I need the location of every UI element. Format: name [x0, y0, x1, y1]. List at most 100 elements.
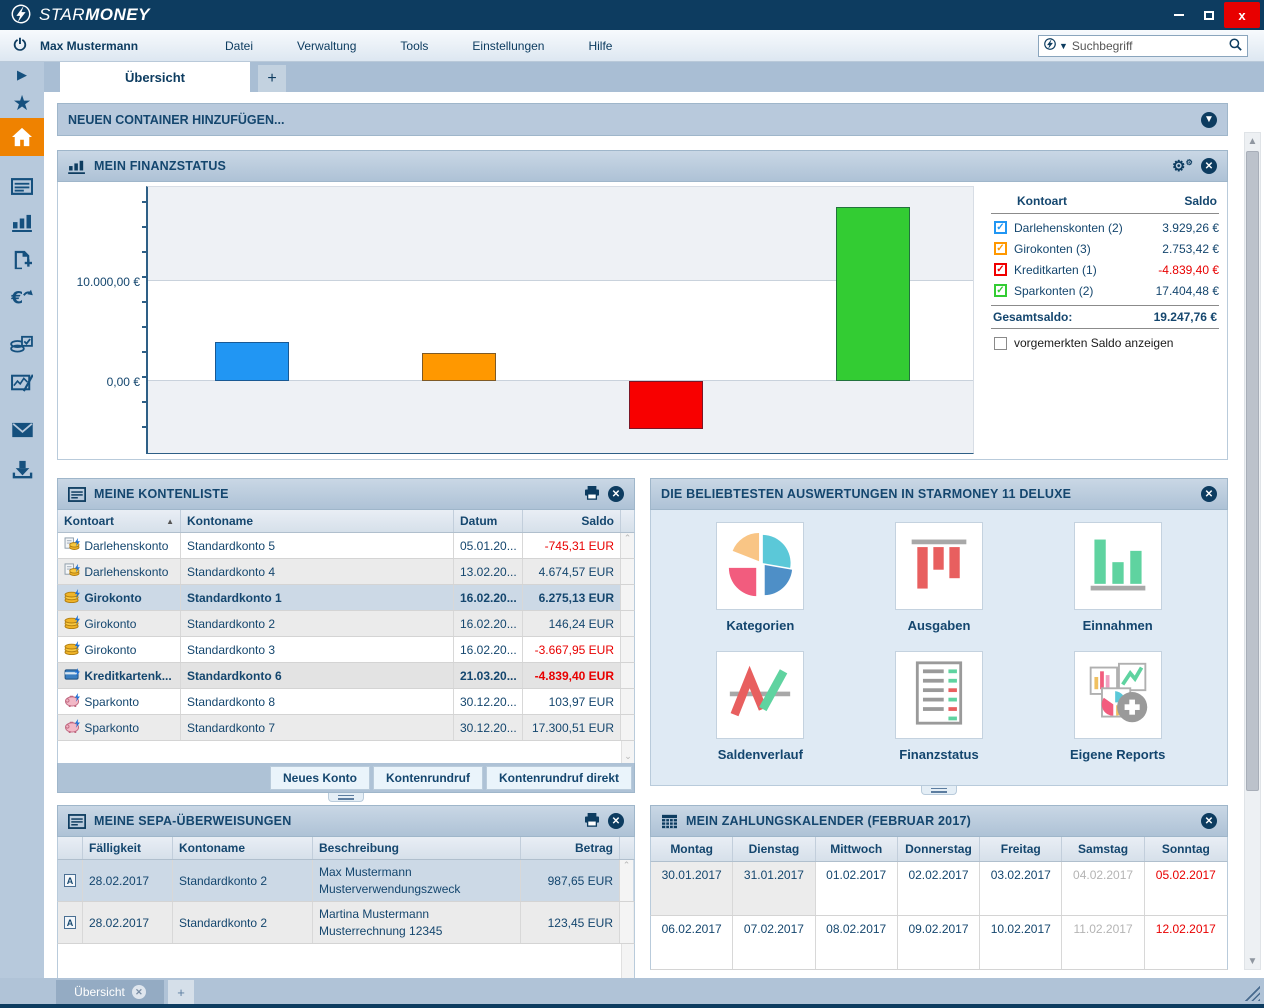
calendar-day[interactable]: 03.02.2017 — [980, 862, 1063, 915]
checkbox-sparkonten[interactable]: ✓ — [994, 284, 1007, 297]
calendar-day[interactable]: 10.02.2017 — [980, 916, 1063, 969]
bottom-tab-add-button[interactable]: + — [168, 980, 194, 1004]
calendar-day[interactable]: 11.02.2017 — [1062, 916, 1145, 969]
calendar-day[interactable]: 05.02.2017 — [1155, 868, 1216, 882]
table-scrollbar-down[interactable]: ⌄ — [621, 741, 634, 763]
checkbox-darlehenskonten[interactable]: ✓ — [994, 221, 1007, 234]
search-scope-icon[interactable] — [1043, 37, 1057, 54]
sidebar-item-transfer[interactable]: € — [0, 281, 44, 313]
sidebar-item-new-order[interactable] — [0, 244, 44, 276]
tile-eigene-reports[interactable]: Eigene Reports — [1028, 650, 1207, 780]
search-input[interactable] — [1071, 38, 1228, 53]
search-icon[interactable] — [1228, 37, 1243, 55]
tab-add-button[interactable]: + — [258, 65, 286, 92]
chart-bar-darlehenskonten[interactable] — [214, 341, 289, 381]
favorites-icon[interactable]: ★ — [12, 91, 32, 115]
scrollbar-thumb[interactable] — [1246, 151, 1259, 791]
bottom-tab-close-icon[interactable]: ✕ — [131, 985, 146, 999]
menu-verwaltung[interactable]: Verwaltung — [297, 38, 357, 53]
close-button[interactable]: x — [1224, 2, 1260, 28]
sidebar-item-home[interactable] — [0, 118, 44, 156]
auswertungen-close-icon[interactable]: ✕ — [1201, 486, 1217, 502]
tab-uebersicht[interactable]: Übersicht — [60, 62, 250, 92]
table-row[interactable]: Girokonto Standardkonto 3 16.02.20... -3… — [57, 637, 635, 663]
sidebar-item-accountlist[interactable] — [0, 170, 44, 202]
bottom-tab-uebersicht[interactable]: Übersicht ✕ — [56, 980, 164, 1004]
finanzstatus-header[interactable]: MEIN FINANZSTATUS ⚙⚙ ✕ — [57, 150, 1228, 182]
sidebar-item-messages[interactable] — [0, 414, 44, 446]
sidebar-item-balance-check[interactable] — [0, 328, 44, 360]
tile-ausgaben[interactable]: Ausgaben — [850, 522, 1029, 651]
table-row[interactable]: Darlehenskonto Standardkonto 4 13.02.20.… — [57, 559, 635, 585]
scroll-down-icon[interactable]: ▼ — [1247, 955, 1258, 967]
table-row[interactable]: Sparkonto Standardkonto 8 30.12.20... 10… — [57, 689, 635, 715]
kalender-close-icon[interactable]: ✕ — [1201, 813, 1217, 829]
table-scrollbar[interactable]: ⌃ — [621, 533, 634, 558]
kontenliste-columns[interactable]: Kontoart ▲ Kontoname Datum Saldo — [57, 510, 635, 533]
menu-tools[interactable]: Tools — [400, 38, 429, 53]
table-row[interactable]: Girokonto Standardkonto 2 16.02.20... 14… — [57, 611, 635, 637]
table-row[interactable]: A 28.02.2017 Standardkonto 2 Martina Mus… — [57, 902, 635, 944]
calendar-day[interactable]: 31.01.2017 — [733, 862, 816, 915]
sepa-header[interactable]: MEINE SEPA-ÜBERWEISUNGEN ✕ — [57, 805, 635, 837]
sidebar-item-analysis[interactable] — [0, 366, 44, 398]
tile-kategorien[interactable]: Kategorien — [671, 522, 850, 651]
search-box[interactable]: ▼ — [1038, 34, 1248, 57]
chevron-down-icon[interactable]: ▼ — [1201, 111, 1217, 128]
panel-drag-handle[interactable] — [921, 786, 957, 795]
print-icon[interactable] — [584, 812, 600, 830]
kalender-header[interactable]: MEIN ZAHLUNGSKALENDER (FEBRUAR 2017) ✕ — [650, 805, 1228, 837]
table-row[interactable]: Darlehenskonto Standardkonto 5 05.01.20.… — [57, 533, 635, 559]
kontenliste-header[interactable]: MEINE KONTENLISTE ✕ — [57, 478, 635, 510]
calendar-day[interactable]: 01.02.2017 — [816, 862, 898, 915]
kontenrundruf-button[interactable]: Kontenrundruf — [373, 765, 483, 790]
checkbox-girokonten[interactable]: ✓ — [994, 242, 1007, 255]
tile-saldenverlauf[interactable]: Saldenverlauf — [671, 650, 850, 780]
sidebar-item-charts[interactable] — [0, 207, 44, 239]
tile-einnahmen[interactable]: Einnahmen — [1028, 522, 1207, 651]
tile-finanzstatus[interactable]: Finanzstatus — [850, 650, 1029, 780]
menu-datei[interactable]: Datei — [225, 38, 254, 53]
minimize-button[interactable] — [1164, 3, 1194, 27]
calendar-day[interactable]: 12.02.2017 — [1155, 922, 1216, 936]
current-user[interactable]: Max Mustermann — [40, 38, 139, 53]
auswertungen-header[interactable]: DIE BELIEBTESTEN AUSWERTUNGEN IN STARMON… — [650, 478, 1228, 510]
chart-bar-girokonten[interactable] — [421, 353, 496, 381]
sepa-columns[interactable]: Fälligkeit Kontoname Beschreibung Betrag — [57, 837, 635, 860]
calendar-day[interactable]: 02.02.2017 — [898, 862, 981, 915]
checkbox-kreditkarten[interactable]: ✓ — [994, 263, 1007, 276]
calendar-day[interactable]: 07.02.2017 — [733, 916, 816, 969]
table-row[interactable]: Sparkonto Standardkonto 7 30.12.20... 17… — [57, 715, 635, 741]
chart-bar-sparkonten[interactable] — [835, 206, 910, 381]
calendar-day[interactable]: 30.01.2017 — [651, 862, 734, 915]
calendar-day[interactable]: 04.02.2017 — [1062, 862, 1145, 915]
sepa-close-icon[interactable]: ✕ — [608, 813, 624, 829]
vorgemerkt-checkbox[interactable] — [994, 336, 1007, 350]
panel-drag-handle[interactable] — [328, 793, 364, 802]
calendar-day[interactable]: 06.02.2017 — [651, 916, 734, 969]
chart-bar-kreditkarten[interactable] — [628, 381, 703, 430]
gear-icon[interactable]: ⚙⚙ — [1171, 157, 1193, 175]
menu-hilfe[interactable]: Hilfe — [588, 38, 613, 53]
scroll-up-icon[interactable]: ▲ — [1247, 135, 1258, 147]
sidebar-expand-icon[interactable]: ▶ — [17, 67, 27, 82]
table-row-selected[interactable]: Girokonto Standardkonto 1 16.02.20... 6.… — [57, 585, 635, 611]
calendar-day[interactable]: 09.02.2017 — [898, 916, 981, 969]
table-row[interactable]: Kreditkartenk... Standardkonto 6 21.03.2… — [57, 663, 635, 689]
kontenliste-close-icon[interactable]: ✕ — [608, 486, 624, 502]
print-icon[interactable] — [584, 485, 600, 503]
menu-einstellungen[interactable]: Einstellungen — [472, 38, 545, 53]
search-scope-caret-icon[interactable]: ▼ — [1059, 40, 1068, 51]
resize-grip[interactable] — [1244, 985, 1260, 1001]
main-scrollbar[interactable]: ▲ ▼ — [1244, 132, 1261, 970]
power-icon[interactable]: ⏻ — [13, 36, 27, 54]
table-row-selected[interactable]: A 28.02.2017 Standardkonto 2 Max Musterm… — [57, 860, 635, 902]
table-scrollbar[interactable]: ⌃ — [620, 860, 633, 901]
add-container-strip[interactable]: NEUEN CONTAINER HINZUFÜGEN... ▼ — [57, 103, 1228, 136]
neues-konto-button[interactable]: Neues Konto — [270, 765, 371, 790]
calendar-day[interactable]: 08.02.2017 — [816, 916, 898, 969]
sidebar-item-inbox[interactable] — [0, 453, 44, 485]
finanzstatus-close-icon[interactable]: ✕ — [1201, 158, 1217, 174]
kontenrundruf-direkt-button[interactable]: Kontenrundruf direkt — [486, 765, 632, 790]
maximize-button[interactable] — [1194, 3, 1224, 27]
